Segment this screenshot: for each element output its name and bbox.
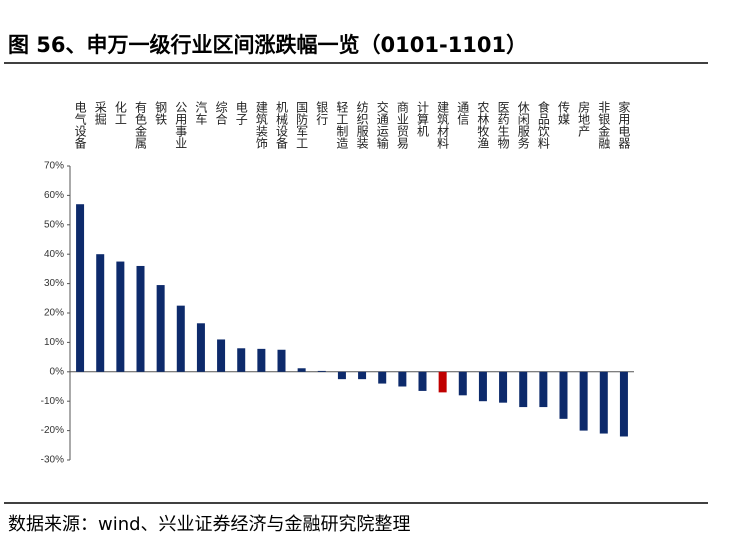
x-tick-label: 汽车	[194, 100, 208, 126]
x-tick-label: 纺织服装	[355, 101, 369, 150]
x-tick-label: 国防军工	[295, 101, 309, 149]
x-tick-label: 传媒	[557, 100, 571, 125]
x-tick-label: 医药生物	[496, 101, 510, 149]
x-tick-label: 建筑材料	[436, 101, 450, 149]
bar	[156, 285, 165, 372]
bar	[438, 371, 447, 393]
x-tick-label: 采掘	[93, 101, 107, 126]
bar	[478, 371, 487, 402]
x-tick-label: 有色金属	[134, 101, 148, 150]
x-tick-label: 电气设备	[73, 101, 87, 150]
bar	[277, 349, 286, 372]
bar	[176, 305, 185, 372]
y-tick-label: 60%	[44, 190, 64, 201]
bar	[579, 371, 588, 431]
y-tick-label: -30%	[41, 455, 64, 466]
bar	[458, 371, 467, 396]
bar	[297, 368, 306, 372]
bar	[96, 254, 105, 372]
x-tick-label: 公用事业	[174, 101, 188, 149]
bar	[136, 265, 145, 372]
bar	[257, 348, 266, 372]
x-tick-label: 建筑装饰	[254, 101, 268, 149]
x-tick-label: 非银金融	[597, 101, 611, 150]
bar	[599, 371, 608, 434]
x-tick-label: 银行	[315, 101, 329, 125]
x-tick-label: 钢铁	[154, 101, 168, 125]
x-tick-label: 交通运输	[375, 100, 389, 150]
bar	[499, 371, 508, 403]
bar	[76, 204, 85, 372]
bar	[337, 371, 346, 380]
footer-source: 数据来源：wind、兴业证券经济与金融研究院整理	[8, 514, 411, 535]
x-tick-label: 计算机	[416, 101, 430, 137]
x-tick-label: 电子	[234, 101, 248, 125]
y-tick-label: 70%	[44, 161, 64, 172]
x-tick-label: 通信	[456, 101, 470, 126]
x-tick-label: 房地产	[577, 100, 591, 138]
x-tick-label: 家用电器	[617, 100, 631, 150]
bar	[539, 371, 548, 408]
y-tick-label: 30%	[44, 278, 64, 289]
bar	[116, 261, 125, 372]
x-tick-label: 农林牧渔	[476, 101, 490, 149]
x-tick-label: 食品饮料	[536, 100, 550, 149]
y-tick-label: 10%	[44, 337, 64, 348]
y-tick-label: -10%	[41, 396, 64, 407]
x-tick-label: 综合	[214, 101, 228, 125]
bar	[418, 371, 427, 391]
y-tick-label: -20%	[41, 425, 64, 436]
bar	[237, 348, 246, 372]
x-tick-label: 休闲服务	[516, 101, 530, 149]
y-tick-label: 0%	[50, 366, 65, 377]
bar	[317, 370, 326, 372]
bar	[378, 371, 387, 384]
bar	[196, 323, 205, 372]
x-tick-label: 机械设备	[275, 101, 289, 150]
x-tick-label: 轻工制造	[335, 101, 349, 149]
bar	[559, 371, 568, 419]
y-tick-label: 50%	[44, 219, 64, 230]
x-tick-label: 化工	[113, 101, 127, 125]
y-tick-label: 40%	[44, 249, 64, 260]
bar	[217, 339, 226, 372]
y-tick-label: 20%	[44, 308, 64, 319]
chart-title: 图 56、申万一级行业区间涨跌幅一览（0101-1101）	[8, 33, 527, 57]
x-tick-label: 商业贸易	[395, 100, 409, 150]
bar	[519, 371, 528, 408]
bar	[619, 371, 628, 437]
bar	[398, 371, 407, 387]
bar	[358, 371, 367, 380]
